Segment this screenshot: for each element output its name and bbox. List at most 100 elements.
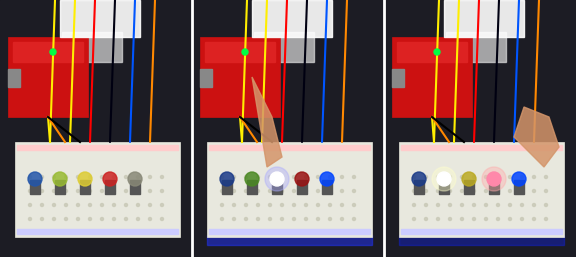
Bar: [439, 180, 449, 194]
Circle shape: [161, 176, 164, 179]
Circle shape: [28, 172, 42, 186]
Circle shape: [78, 172, 92, 186]
Circle shape: [233, 217, 236, 221]
Circle shape: [293, 217, 295, 221]
Circle shape: [256, 189, 260, 192]
Circle shape: [295, 172, 309, 186]
Bar: [254, 32, 314, 62]
Circle shape: [149, 176, 151, 179]
Circle shape: [340, 176, 343, 179]
Circle shape: [521, 204, 524, 207]
Bar: [247, 180, 257, 194]
Circle shape: [265, 167, 289, 191]
Circle shape: [52, 176, 55, 179]
Circle shape: [124, 204, 127, 207]
Circle shape: [484, 176, 487, 179]
Circle shape: [532, 204, 536, 207]
Circle shape: [482, 167, 506, 191]
Circle shape: [449, 217, 452, 221]
Circle shape: [256, 217, 260, 221]
Bar: [200, 69, 212, 87]
Circle shape: [256, 204, 260, 207]
Circle shape: [521, 189, 524, 192]
Circle shape: [353, 189, 355, 192]
Circle shape: [137, 204, 139, 207]
Circle shape: [472, 176, 476, 179]
Circle shape: [449, 176, 452, 179]
Bar: [252, 0, 332, 37]
Bar: [17, 145, 178, 150]
Circle shape: [244, 176, 248, 179]
Circle shape: [305, 204, 308, 207]
Circle shape: [149, 189, 151, 192]
Bar: [414, 180, 424, 194]
Bar: [444, 0, 524, 37]
Bar: [399, 235, 564, 245]
Circle shape: [412, 172, 426, 186]
Circle shape: [149, 204, 151, 207]
Circle shape: [40, 189, 44, 192]
Circle shape: [497, 189, 499, 192]
Circle shape: [320, 172, 334, 186]
Circle shape: [89, 189, 92, 192]
Circle shape: [100, 217, 104, 221]
Circle shape: [460, 189, 464, 192]
Circle shape: [425, 189, 427, 192]
Bar: [105, 180, 115, 194]
Circle shape: [268, 189, 271, 192]
Polygon shape: [514, 107, 559, 167]
Bar: [209, 145, 370, 150]
Bar: [209, 229, 370, 234]
Circle shape: [268, 176, 271, 179]
Bar: [399, 142, 564, 237]
Circle shape: [472, 204, 476, 207]
Circle shape: [437, 204, 439, 207]
Bar: [200, 37, 280, 117]
Bar: [207, 235, 372, 245]
Circle shape: [65, 189, 67, 192]
Circle shape: [100, 204, 104, 207]
Circle shape: [28, 217, 32, 221]
Bar: [514, 180, 524, 194]
Bar: [60, 0, 140, 37]
Circle shape: [497, 217, 499, 221]
Circle shape: [77, 217, 79, 221]
Circle shape: [89, 217, 92, 221]
Bar: [272, 180, 282, 194]
Circle shape: [161, 189, 164, 192]
Bar: [297, 180, 307, 194]
Circle shape: [40, 176, 44, 179]
Circle shape: [221, 176, 223, 179]
Polygon shape: [252, 77, 282, 167]
Circle shape: [124, 176, 127, 179]
Circle shape: [220, 172, 234, 186]
Circle shape: [52, 189, 55, 192]
Circle shape: [149, 217, 151, 221]
Circle shape: [50, 49, 56, 55]
Circle shape: [161, 204, 164, 207]
Circle shape: [28, 204, 32, 207]
Circle shape: [328, 176, 332, 179]
Circle shape: [521, 217, 524, 221]
Circle shape: [328, 204, 332, 207]
Circle shape: [270, 172, 284, 186]
Bar: [205, 42, 275, 62]
Circle shape: [472, 217, 476, 221]
Circle shape: [112, 204, 116, 207]
Circle shape: [353, 176, 355, 179]
Circle shape: [281, 204, 283, 207]
Bar: [13, 42, 83, 62]
Circle shape: [103, 172, 117, 186]
Bar: [15, 142, 180, 237]
Circle shape: [52, 217, 55, 221]
Bar: [17, 229, 178, 234]
Bar: [392, 37, 472, 117]
Circle shape: [221, 189, 223, 192]
Circle shape: [281, 176, 283, 179]
Circle shape: [293, 176, 295, 179]
Circle shape: [245, 172, 259, 186]
Circle shape: [544, 176, 548, 179]
Circle shape: [340, 204, 343, 207]
Circle shape: [425, 176, 427, 179]
Circle shape: [305, 217, 308, 221]
